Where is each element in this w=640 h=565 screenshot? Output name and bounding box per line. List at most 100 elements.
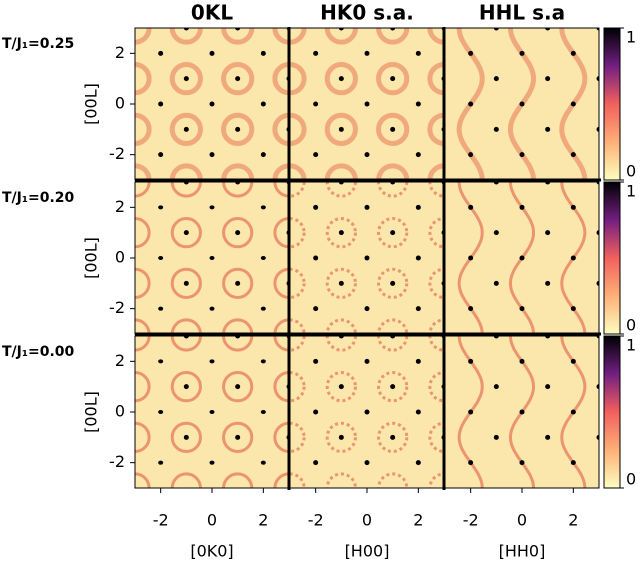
- y-tick-label: 0: [115, 94, 125, 113]
- bragg-dot: [338, 336, 344, 339]
- bragg-dot: [209, 460, 215, 465]
- bragg-dot: [596, 28, 599, 31]
- bragg-dot: [468, 460, 474, 466]
- bragg-dot: [313, 409, 319, 415]
- x-tick-label: -2: [153, 511, 169, 530]
- bragg-dot: [519, 460, 525, 466]
- bragg-dot: [158, 152, 164, 158]
- y-axis-label: [00L]: [82, 83, 101, 125]
- bragg-dot: [468, 50, 474, 56]
- bragg-dot: [364, 306, 370, 312]
- bragg-dot: [183, 76, 189, 82]
- bragg-dot: [493, 76, 499, 82]
- bragg-dot: [596, 76, 599, 82]
- bragg-dot: [390, 336, 396, 339]
- bragg-dot: [570, 409, 576, 415]
- bragg-dot: [235, 384, 241, 390]
- bragg-dot: [158, 410, 164, 414]
- heatmap: [290, 182, 444, 334]
- bragg-dot: [158, 205, 164, 210]
- bragg-dot: [596, 182, 599, 185]
- y-tick-label: 2: [115, 197, 125, 216]
- ring: [290, 112, 307, 146]
- bragg-dot: [468, 101, 474, 107]
- x-tick-label: 2: [413, 511, 423, 530]
- heatmap: [445, 182, 599, 334]
- bragg-dot: [364, 255, 370, 261]
- ring: [169, 62, 203, 96]
- bragg-dot: [390, 384, 396, 390]
- bragg-dot: [209, 410, 215, 414]
- bragg-dot: [235, 126, 241, 132]
- bragg-dot: [493, 126, 499, 132]
- bragg-dot: [158, 359, 164, 364]
- bragg-dot: [260, 460, 266, 465]
- y-tick-label: -2: [109, 144, 125, 163]
- ring: [169, 112, 203, 146]
- bragg-dot: [468, 358, 474, 364]
- x-axis-label: [0K0]: [190, 542, 233, 561]
- bragg-dot: [260, 410, 266, 414]
- bragg-dot: [468, 306, 474, 312]
- bragg-dot: [364, 101, 370, 107]
- bragg-dot: [209, 205, 215, 210]
- bragg-dot: [519, 204, 525, 210]
- x-axis-label: [H00]: [345, 542, 390, 561]
- x-tick-label: 0: [207, 511, 217, 530]
- bragg-dot: [183, 230, 189, 236]
- bragg-dot: [338, 182, 344, 185]
- bragg-dot: [545, 76, 551, 82]
- column-title: HHL s.a: [479, 1, 565, 25]
- ring: [376, 112, 410, 146]
- x-tick-label: 0: [362, 511, 372, 530]
- y-tick-label: -2: [109, 298, 125, 317]
- colorbar: [603, 335, 621, 489]
- bragg-dot: [313, 50, 319, 56]
- column-title: HK0 s.a.: [320, 1, 414, 25]
- bragg-dot: [313, 101, 319, 107]
- colorbar-tick-label: 0: [626, 470, 636, 489]
- bragg-dot: [364, 152, 370, 158]
- bragg-dot: [468, 409, 474, 415]
- bragg-dot: [519, 358, 525, 364]
- bragg-dot: [493, 28, 499, 31]
- bragg-dot: [183, 182, 189, 185]
- x-tick-label: 2: [258, 511, 268, 530]
- bragg-dot: [570, 101, 576, 107]
- bragg-dot: [338, 126, 344, 132]
- ring: [222, 421, 254, 453]
- bragg-dot: [313, 460, 319, 466]
- bragg-dot: [235, 76, 241, 82]
- x-tick-label: -2: [308, 511, 324, 530]
- bragg-dot: [158, 101, 164, 107]
- bragg-dot: [519, 101, 525, 107]
- colorbar-tick-label: 0: [626, 162, 636, 181]
- y-tick-label: -2: [109, 452, 125, 471]
- bragg-dot: [415, 50, 421, 56]
- y-tick-label: 0: [115, 248, 125, 267]
- y-tick-label: 2: [115, 43, 125, 62]
- bragg-dot: [313, 358, 319, 364]
- bragg-dot: [158, 460, 164, 465]
- ring: [222, 336, 254, 352]
- colorbar: [603, 27, 621, 181]
- colorbar-tick-label: 0: [626, 316, 636, 335]
- bragg-dot: [390, 182, 396, 185]
- ring: [221, 28, 255, 45]
- bragg-dot: [545, 434, 551, 440]
- bragg-dot: [183, 336, 189, 339]
- x-tick-label: 0: [517, 511, 527, 530]
- ring: [324, 62, 358, 96]
- bragg-dot: [183, 280, 189, 286]
- bragg-dot: [545, 336, 551, 339]
- bragg-dot: [338, 28, 344, 31]
- x-tick-label: -2: [463, 511, 479, 530]
- bragg-dot: [415, 306, 421, 312]
- x-tick-label: 2: [568, 511, 578, 530]
- bragg-dot: [570, 358, 576, 364]
- bragg-dot: [390, 280, 396, 286]
- heatmap: [445, 336, 599, 488]
- bragg-dot: [158, 306, 164, 311]
- bragg-dot: [545, 182, 551, 185]
